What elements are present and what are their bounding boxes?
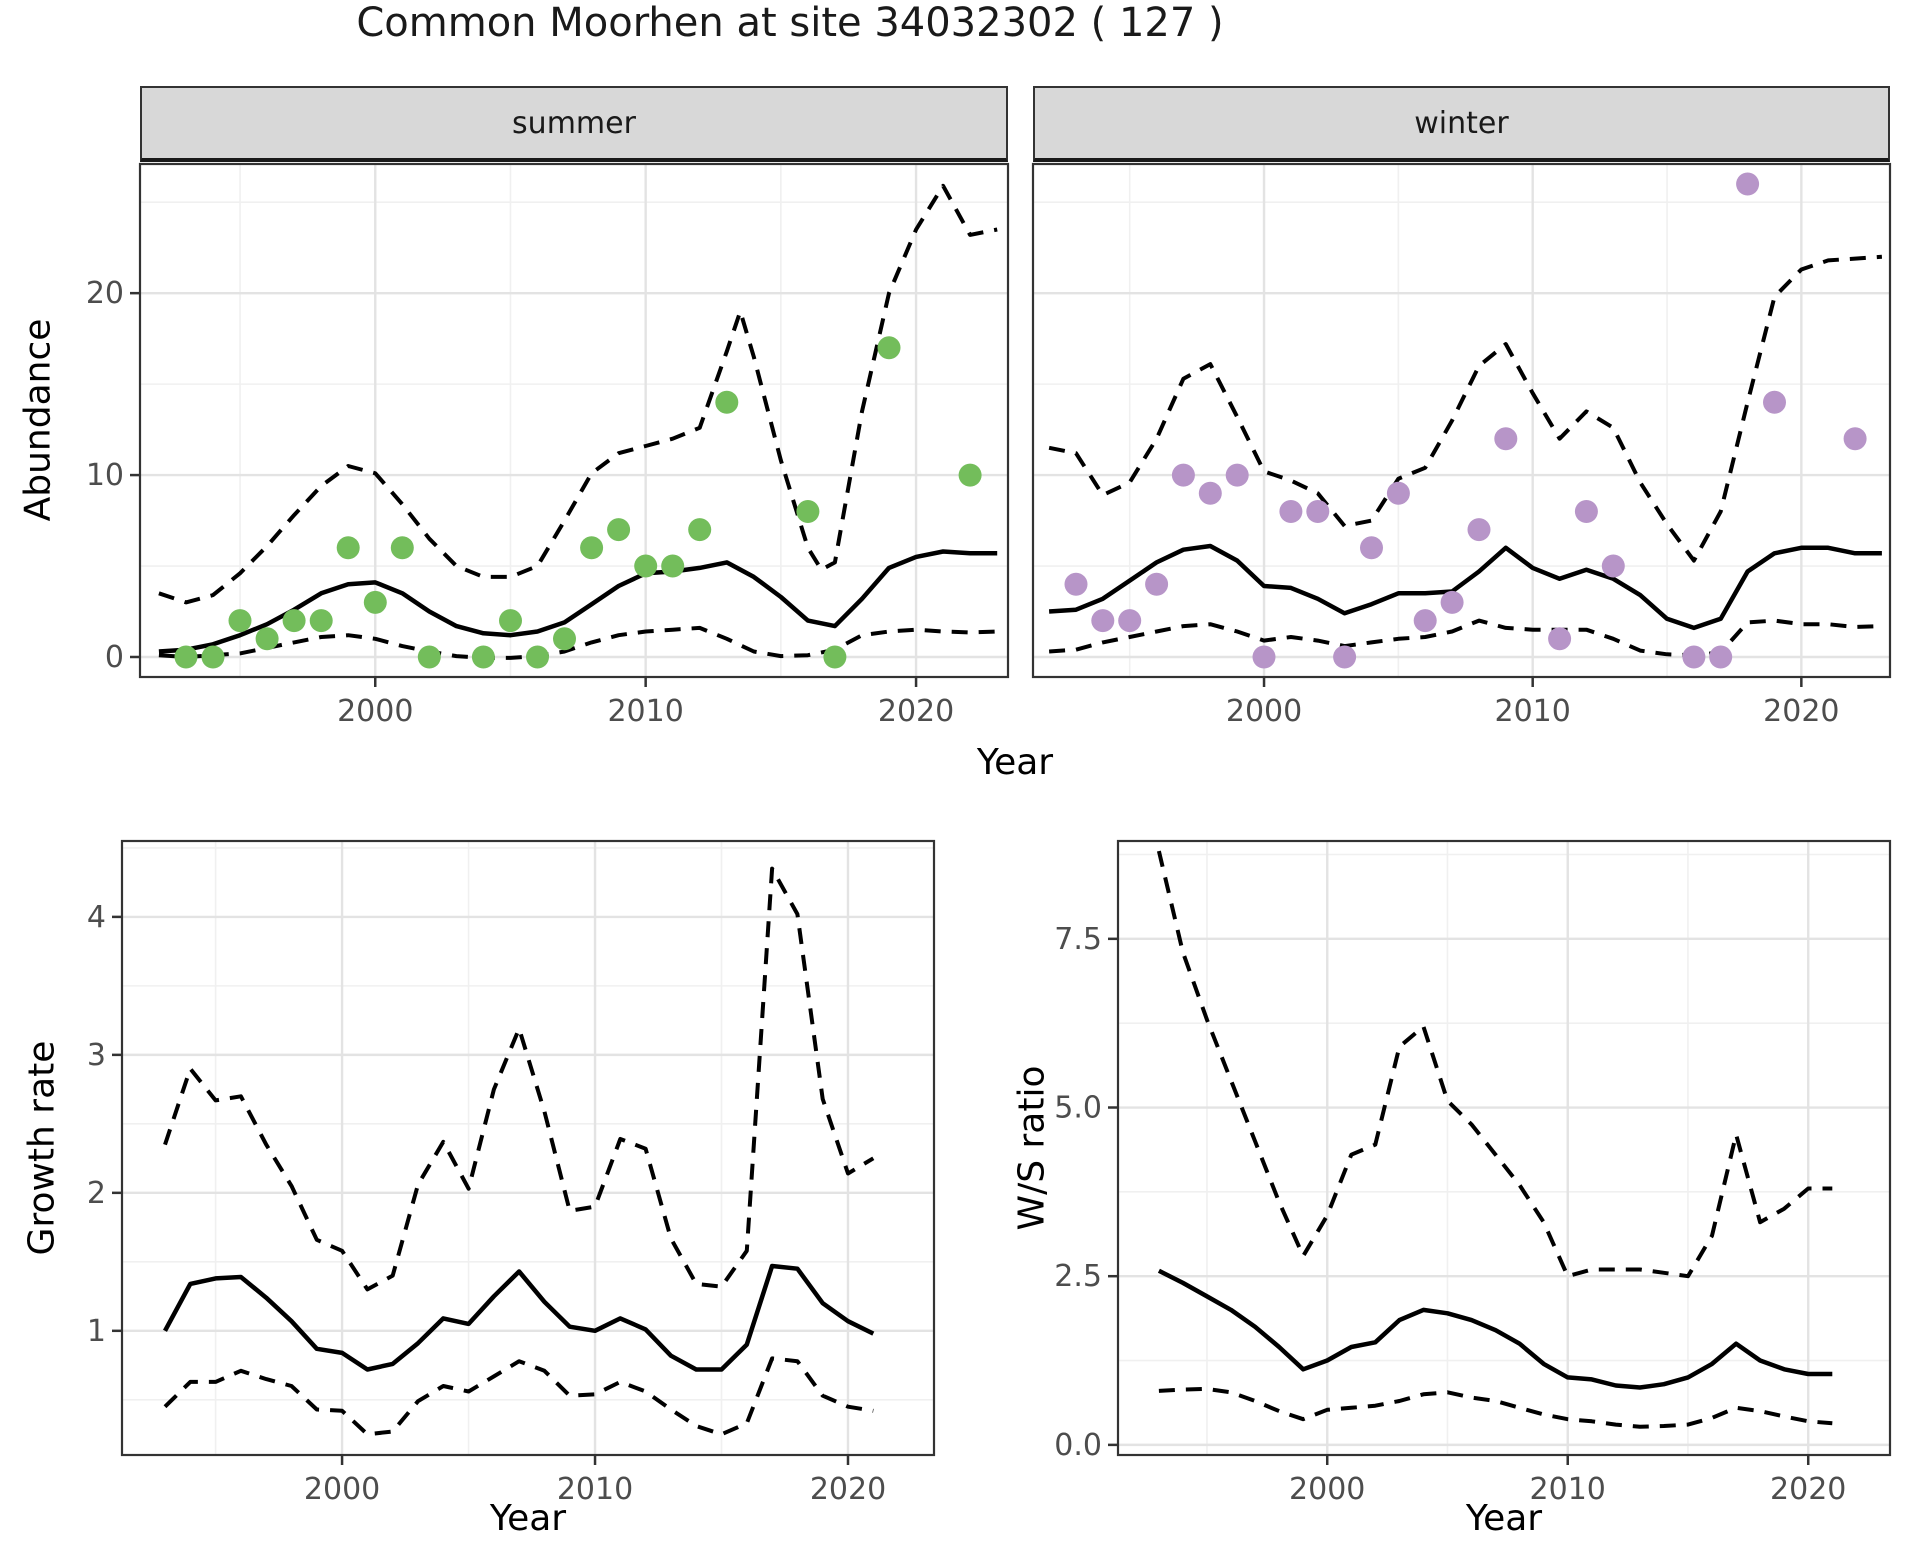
facet-strip-summer-label: summer [512,105,636,141]
svg-text:2: 2 [87,1176,106,1211]
svg-text:2000: 2000 [1289,1472,1365,1507]
growth-rate-panel: 2000 2010 2020 1 2 3 4 [87,839,936,1507]
svg-text:0.0: 0.0 [1054,1428,1102,1463]
svg-text:1: 1 [87,1314,106,1349]
x-axis-title-year-growth: Year [489,1498,567,1539]
ws-ratio-panel: 2000 2010 2020 0.0 2.5 5.0 7.5 [1054,839,1892,1507]
chart-title: Common Moorhen at site 34032302 ( 127 ) [356,0,1224,46]
svg-text:2010: 2010 [1530,1472,1606,1507]
svg-text:2010: 2010 [557,1472,633,1507]
svg-text:20: 20 [86,276,124,311]
svg-text:4: 4 [87,900,106,935]
facet-strip-summer: summer [140,86,1008,162]
svg-text:2000: 2000 [304,1472,380,1507]
svg-text:2020: 2020 [1770,1472,1846,1507]
y-axis-title-abundance: Abundance [17,318,59,522]
svg-text:2020: 2020 [1763,694,1839,729]
svg-text:5.0: 5.0 [1054,1091,1102,1126]
summer-abundance-panel: 2000 2010 2020 0 10 20 [86,162,1010,729]
svg-text:2020: 2020 [878,694,954,729]
facet-strip-winter-label: winter [1414,105,1509,141]
svg-text:2000: 2000 [1226,694,1302,729]
svg-text:2020: 2020 [810,1472,886,1507]
svg-text:7.5: 7.5 [1054,922,1102,957]
svg-text:2.5: 2.5 [1054,1259,1102,1294]
svg-text:2000: 2000 [337,694,413,729]
y-axis-title-growth-rate: Growth rate [21,1040,63,1256]
x-axis-title-year-top: Year [976,742,1054,783]
winter-abundance-panel: 2000 2010 2020 [1031,162,1892,729]
svg-text:0: 0 [105,640,124,675]
facet-strip-winter: winter [1033,86,1890,162]
svg-text:2010: 2010 [607,694,683,729]
svg-text:3: 3 [87,1038,106,1073]
x-axis-title-year-ws: Year [1465,1498,1543,1539]
svg-text:10: 10 [86,458,124,493]
svg-text:2010: 2010 [1495,694,1571,729]
